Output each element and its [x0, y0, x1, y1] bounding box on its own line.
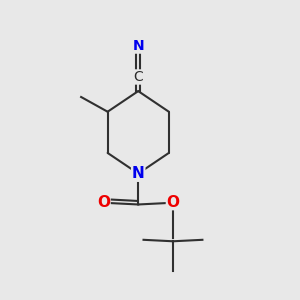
Text: N: N	[132, 39, 144, 53]
Text: O: O	[97, 195, 110, 210]
Text: O: O	[167, 195, 179, 210]
Text: N: N	[132, 166, 145, 181]
Text: C: C	[133, 70, 143, 84]
